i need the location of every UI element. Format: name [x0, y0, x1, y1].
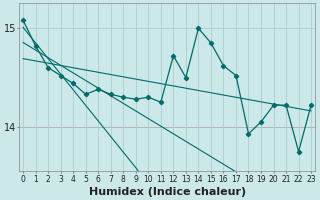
X-axis label: Humidex (Indice chaleur): Humidex (Indice chaleur) — [89, 187, 246, 197]
